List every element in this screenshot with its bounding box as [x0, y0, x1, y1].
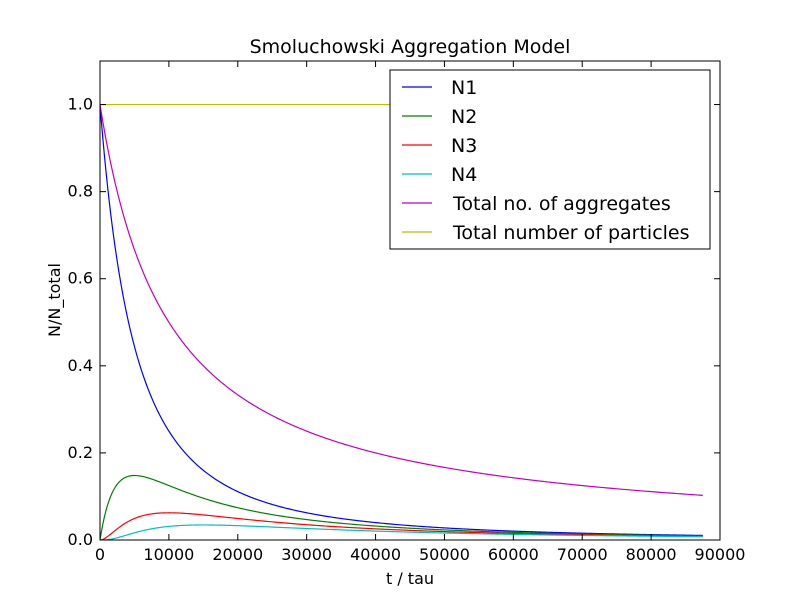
- legend-label: N3: [451, 135, 477, 157]
- x-tick-label: 50000: [419, 545, 470, 564]
- x-tick-label: 70000: [557, 545, 608, 564]
- y-axis-label: N/N_total: [45, 263, 65, 337]
- series-line-n1: [100, 104, 703, 537]
- x-tick-label: 30000: [281, 545, 332, 564]
- x-tick-label: 60000: [488, 545, 539, 564]
- x-tick-label: 10000: [143, 545, 194, 564]
- series-line-n4: [100, 524, 703, 540]
- y-tick-label: 0.4: [68, 356, 93, 375]
- legend-label: Total number of particles: [452, 222, 690, 244]
- x-tick-label: 40000: [350, 545, 401, 564]
- series-line-n2: [100, 474, 703, 540]
- legend-label: Total no. of aggregates: [452, 193, 671, 215]
- y-tick-label: 0.8: [68, 182, 93, 201]
- plot-area: 0 10000 20000 30000 40000 50000 60000 70000 8000…: [68, 60, 746, 564]
- x-tick-label: 90000: [695, 545, 746, 564]
- chart-title: Smoluchowski Aggregation Model: [250, 36, 571, 58]
- legend: N1 N2 N3 N4 Total no. of aggregates Total num…: [389, 69, 711, 250]
- x-tick-label: 0: [95, 545, 105, 564]
- x-tick-label: 80000: [626, 545, 677, 564]
- y-tick-label: 0.2: [68, 443, 93, 462]
- series-line-total-no-of-aggregates: [100, 104, 703, 496]
- legend-label: N1: [451, 77, 477, 99]
- legend-label: N2: [451, 106, 477, 128]
- y-tick-label: 0.0: [68, 530, 93, 549]
- legend-label: N4: [451, 164, 477, 186]
- x-axis-label: t / tau: [386, 569, 434, 588]
- legend-box: [389, 69, 711, 250]
- y-tick-label: 0.6: [68, 269, 93, 288]
- axes-frame: [99, 60, 721, 541]
- y-tick-label: 1.0: [68, 95, 93, 114]
- x-tick-label: 20000: [212, 545, 263, 564]
